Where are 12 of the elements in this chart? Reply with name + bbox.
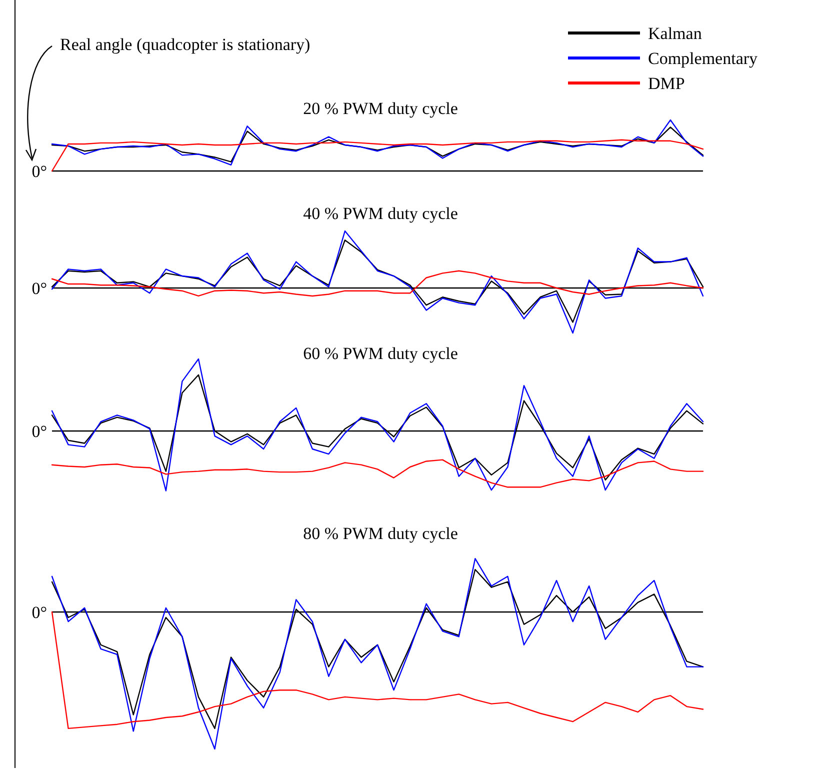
legend-label: Kalman <box>648 24 702 43</box>
text: Real angle (quadcopter is stationary) <box>60 35 310 54</box>
legend-label: Complementary <box>648 48 758 68</box>
chart-title: 40 % PWM duty cycle <box>303 204 458 223</box>
chart-title: 60 % PWM duty cycle <box>303 344 458 363</box>
chart-title: 80 % PWM duty cycle <box>303 524 458 543</box>
ref-line-label: 0° <box>32 422 47 441</box>
chart-title: 20 % PWM duty cycle <box>303 99 458 118</box>
ref-line-label: 0° <box>32 602 47 622</box>
ref-line-label: 0° <box>32 162 47 181</box>
legend-label: DMP <box>648 74 685 93</box>
ref-line-label: 0° <box>32 278 47 298</box>
